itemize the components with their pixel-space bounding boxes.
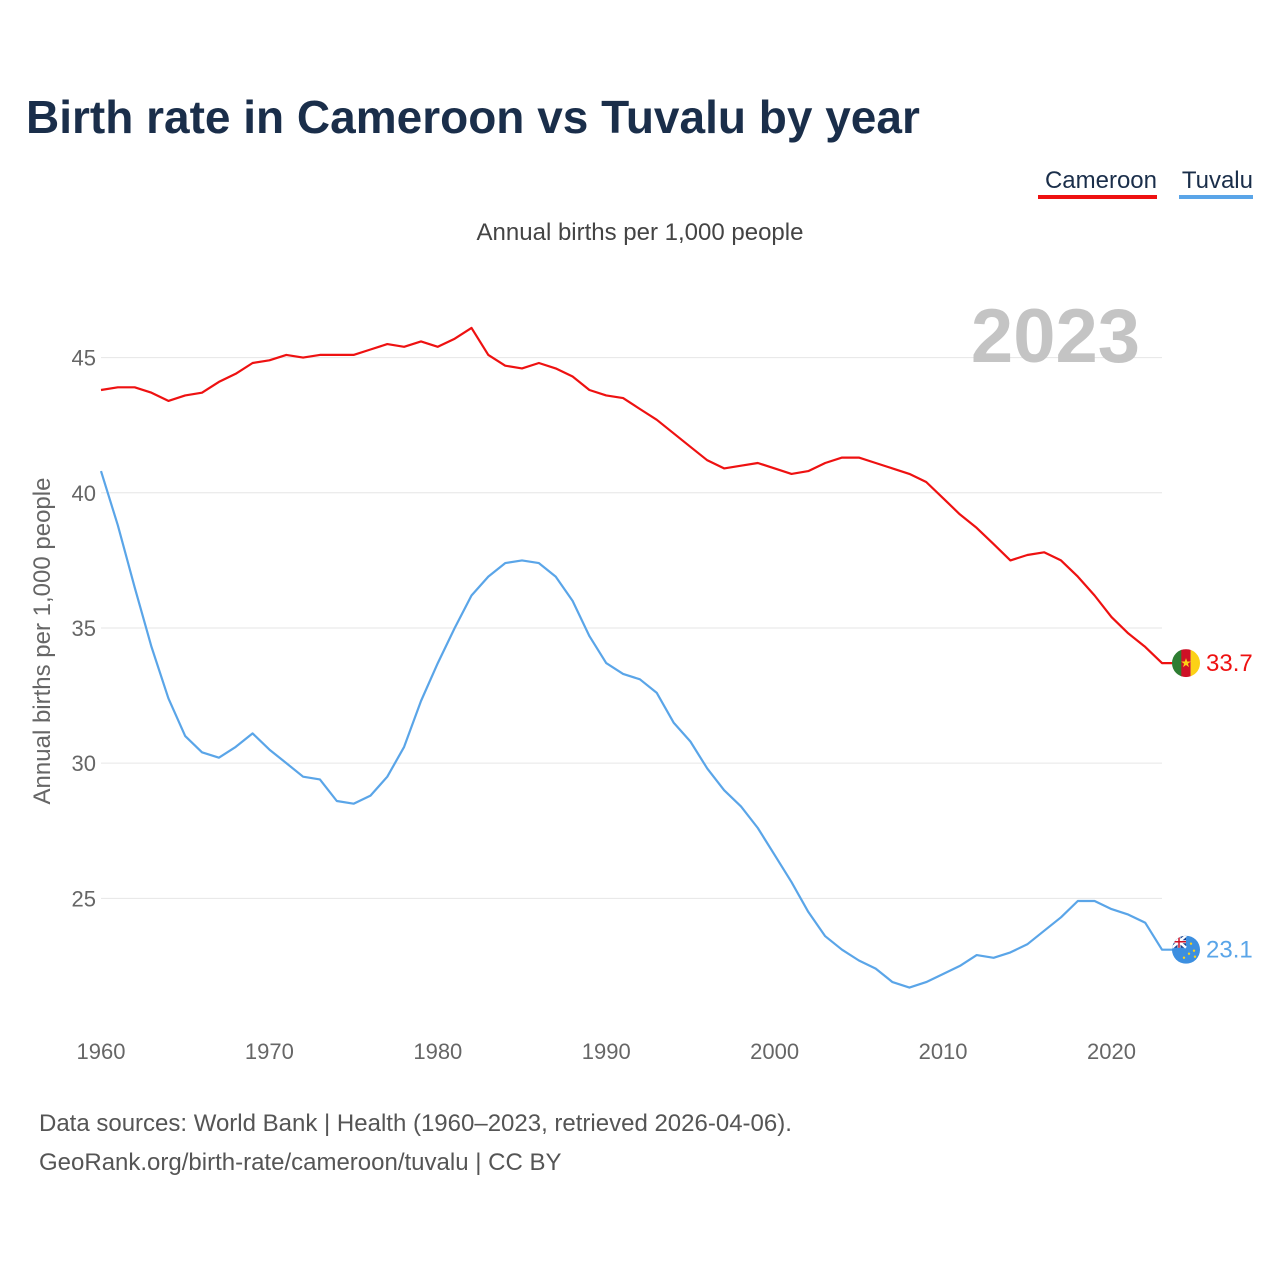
- x-tick-label: 2010: [919, 1039, 968, 1064]
- y-tick-label: 35: [72, 616, 96, 641]
- y-axis: 25 30 35 40 45: [72, 346, 96, 912]
- attribution-line: GeoRank.org/birth-rate/cameroon/tuvalu |…: [39, 1149, 561, 1176]
- chart-subtitle: Annual births per 1,000 people: [477, 219, 804, 246]
- x-tick-label: 2000: [750, 1039, 799, 1064]
- x-tick-label: 1970: [245, 1039, 294, 1064]
- y-tick-label: 30: [72, 751, 96, 776]
- series: [99, 326, 1176, 989]
- y-axis-label: Annual births per 1,000 people: [29, 478, 56, 805]
- year-watermark: 2023: [971, 294, 1140, 379]
- chart-title: Birth rate in Cameroon vs Tuvalu by year: [26, 91, 920, 143]
- source-line: Data sources: World Bank | Health (1960–…: [39, 1110, 792, 1137]
- series-line-cameroon: [100, 326, 1176, 665]
- y-tick-label: 40: [72, 481, 96, 506]
- legend[interactable]: Cameroon Tuvalu: [1038, 167, 1253, 199]
- end-value-label-tuvalu: 23.1: [1206, 937, 1253, 964]
- x-axis: 1960 1970 1980 1990 2000 2010 2020: [77, 1039, 1136, 1064]
- x-tick-label: 1990: [582, 1039, 631, 1064]
- legend-item-cameroon[interactable]: Cameroon: [1045, 167, 1157, 194]
- x-tick-label: 2020: [1087, 1039, 1136, 1064]
- series-line-tuvalu: [99, 470, 1176, 989]
- y-tick-label: 45: [72, 346, 96, 371]
- x-tick-label: 1960: [77, 1039, 126, 1064]
- x-tick-label: 1980: [413, 1039, 462, 1064]
- end-value-label-cameroon: 33.7: [1206, 650, 1253, 677]
- legend-item-tuvalu[interactable]: Tuvalu: [1182, 167, 1253, 194]
- flag-marker-cameroon: [1172, 649, 1200, 678]
- flag-marker-tuvalu: [1172, 935, 1200, 964]
- y-tick-label: 25: [72, 886, 96, 911]
- gridlines: [101, 357, 1162, 899]
